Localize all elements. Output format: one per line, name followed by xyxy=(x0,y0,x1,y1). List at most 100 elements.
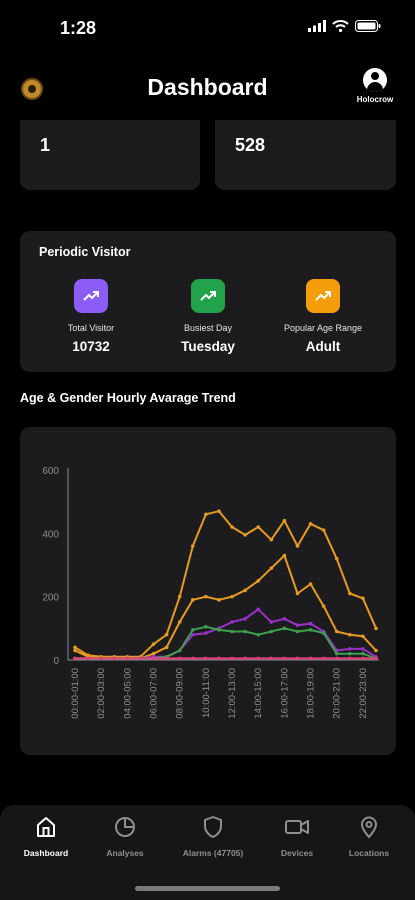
data-point xyxy=(295,544,300,548)
data-point xyxy=(217,509,221,513)
app-logo[interactable] xyxy=(21,78,43,100)
stat-value: 10732 xyxy=(72,339,110,354)
data-point xyxy=(256,656,261,661)
busiest-day-stat: Busiest Day Tuesday xyxy=(153,279,263,354)
data-point xyxy=(256,525,261,529)
periodic-visitor-title: Periodic Visitor xyxy=(39,245,131,259)
series-line xyxy=(74,510,377,658)
profile-button[interactable]: Holocrow xyxy=(349,68,401,104)
trend-chart: 0 200 400 600 00:00-01:00 02:00-03:00 04:00-05… xyxy=(42,466,379,719)
data-point xyxy=(269,620,274,624)
data-point xyxy=(308,582,313,586)
tab-analyses[interactable]: Analyses xyxy=(84,815,166,858)
data-point xyxy=(217,656,221,661)
popular-age-stat: Popular Age Range Adult xyxy=(268,279,378,354)
battery-icon xyxy=(355,20,381,32)
data-point xyxy=(269,566,274,570)
series-line xyxy=(75,608,377,660)
tab-alarms[interactable]: Alarms (47705) xyxy=(172,815,254,858)
tab-dashboard[interactable]: Dashboard xyxy=(5,815,87,858)
y-tick-label: 600 xyxy=(42,466,59,477)
data-point xyxy=(177,648,182,653)
stat-label: Busiest Day xyxy=(183,323,233,333)
x-tick-label: 00:00-01:00 xyxy=(70,668,81,719)
y-tick-label: 200 xyxy=(42,593,59,604)
data-point xyxy=(151,656,156,661)
data-point xyxy=(334,656,339,661)
data-point xyxy=(73,656,77,661)
data-point xyxy=(204,624,208,629)
data-point xyxy=(177,656,182,661)
data-point xyxy=(230,629,234,634)
data-point xyxy=(190,632,195,637)
stat-card-left: 1 xyxy=(20,120,200,190)
data-point xyxy=(321,604,326,608)
data-point xyxy=(282,617,287,621)
x-tick-label: 18:00-19:00 xyxy=(306,668,317,719)
avatar xyxy=(363,68,387,92)
data-point xyxy=(230,656,234,661)
trending-up-icon xyxy=(74,279,108,313)
page-title: Dashboard xyxy=(147,74,268,100)
data-point xyxy=(177,620,182,624)
x-tick-label: 20:00-21:00 xyxy=(332,668,343,719)
wifi-icon xyxy=(332,20,349,32)
data-point xyxy=(334,629,339,634)
stat-value: 528 xyxy=(235,135,266,155)
tab-bar: Dashboard Analyses Alarms (47705) Device… xyxy=(0,805,415,900)
data-point xyxy=(282,626,287,631)
x-tick-label: 22:00-23:00 xyxy=(358,668,369,719)
x-tick-label: 08:00-09:00 xyxy=(175,668,186,719)
tab-label: Alarms (47705) xyxy=(182,848,244,858)
status-time: 1:28 xyxy=(60,18,97,38)
status-icons xyxy=(308,20,381,32)
data-point xyxy=(243,617,247,621)
stat-value: Adult xyxy=(305,339,341,354)
data-point xyxy=(190,656,195,661)
data-point xyxy=(348,651,352,656)
data-point xyxy=(204,512,208,517)
x-tick-label: 16:00-17:00 xyxy=(279,668,290,719)
data-point xyxy=(99,656,103,661)
cellular-signal-icon xyxy=(308,20,326,32)
periodic-visitor-card: Periodic Visitor Total Visitor 10732 Bus… xyxy=(20,231,396,372)
data-point xyxy=(334,556,339,561)
data-point xyxy=(361,634,365,639)
data-point xyxy=(217,598,221,602)
x-tick-label: 14:00-15:00 xyxy=(253,668,264,719)
tab-devices[interactable]: Devices xyxy=(256,815,338,858)
data-point xyxy=(361,656,365,661)
data-point xyxy=(361,647,365,651)
username: Holocrow xyxy=(356,95,394,104)
data-point xyxy=(256,579,261,583)
data-point xyxy=(282,656,287,661)
data-point xyxy=(164,656,169,661)
data-point xyxy=(321,528,326,532)
data-point xyxy=(204,631,208,635)
stat-value: 1 xyxy=(40,135,51,155)
stat-value: Tuesday xyxy=(181,339,235,354)
stat-label: Popular Age Range xyxy=(283,323,363,333)
data-point xyxy=(348,632,352,637)
data-point xyxy=(361,596,365,601)
data-point xyxy=(190,628,195,632)
data-point xyxy=(73,648,77,653)
trending-up-icon xyxy=(306,279,340,313)
data-point xyxy=(190,598,195,602)
tab-label: Locations xyxy=(348,848,390,858)
data-point xyxy=(151,642,156,646)
data-point xyxy=(321,656,326,661)
pie-chart-icon xyxy=(115,817,135,837)
data-point xyxy=(348,647,352,651)
data-point xyxy=(374,648,378,653)
camera-icon xyxy=(285,820,309,834)
stat-card-right: 528 xyxy=(215,120,396,190)
data-point xyxy=(164,632,169,637)
tab-label: Devices xyxy=(280,848,314,858)
data-point xyxy=(204,656,208,661)
data-point xyxy=(243,629,247,634)
tab-locations[interactable]: Locations xyxy=(328,815,410,858)
x-tick-label: 04:00-05:00 xyxy=(122,668,133,719)
status-bar: 1:28 xyxy=(0,0,415,56)
x-tick-label: 10:00-11:00 xyxy=(201,668,212,718)
